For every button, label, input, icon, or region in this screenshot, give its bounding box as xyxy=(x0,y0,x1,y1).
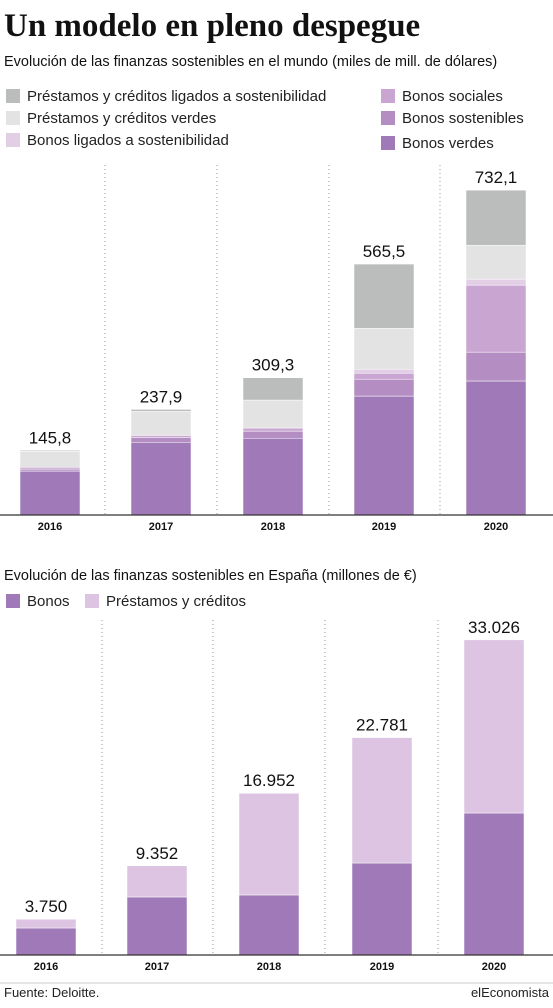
bar-segment xyxy=(353,372,415,380)
bar-segment xyxy=(19,450,81,452)
x-tick-label: 2016 xyxy=(38,521,62,533)
bar-segment xyxy=(130,409,192,412)
legend-swatch xyxy=(6,594,20,608)
legend-swatch xyxy=(381,89,395,103)
legend-swatch xyxy=(6,111,20,125)
legend-label: Préstamos y créditos ligados a sostenibi… xyxy=(27,88,326,105)
x-tick-label: 2016 xyxy=(34,961,58,973)
x-tick-label: 2018 xyxy=(261,521,285,533)
total-label: 565,5 xyxy=(363,242,406,261)
chart-subtitle: Evolución de las finanzas sostenibles en… xyxy=(4,54,497,70)
total-label: 732,1 xyxy=(475,168,518,187)
total-label: 309,3 xyxy=(252,356,295,375)
total-label: 33.026 xyxy=(468,618,520,637)
total-label: 9.352 xyxy=(136,844,179,863)
bar-segment xyxy=(130,411,192,436)
bar-segment xyxy=(238,894,300,956)
source: Fuente: Deloitte. xyxy=(4,985,99,1000)
bar-segment xyxy=(353,328,415,370)
bar-segment xyxy=(353,378,415,397)
bar-segment xyxy=(351,862,413,956)
bar-segment xyxy=(351,737,413,864)
bar-segment xyxy=(126,865,188,898)
legend-label: Bonos xyxy=(27,593,70,610)
bar-segment xyxy=(15,918,77,929)
bar-segment xyxy=(19,468,81,472)
bar-segment xyxy=(126,896,188,956)
bar-segment xyxy=(465,284,527,353)
legend-swatch xyxy=(6,133,20,147)
bar-segment xyxy=(465,189,527,246)
x-tick-label: 2018 xyxy=(257,961,281,973)
total-label: 237,9 xyxy=(140,387,183,406)
legend-label: Bonos sociales xyxy=(402,88,503,105)
bar-segment xyxy=(465,351,527,382)
total-label: 145,8 xyxy=(29,428,72,447)
legend-label: Bonos ligados a sostenibilidad xyxy=(27,132,229,149)
bar-segment xyxy=(463,639,525,814)
x-tick-label: 2020 xyxy=(484,521,508,533)
total-label: 22.781 xyxy=(356,716,408,735)
bar-segment xyxy=(465,278,527,286)
legend-label: Bonos verdes xyxy=(402,135,494,152)
bar-segment xyxy=(465,380,527,516)
legend-swatch xyxy=(85,594,99,608)
bar-segment xyxy=(15,927,77,956)
total-label: 3.750 xyxy=(25,897,68,916)
bar-segment xyxy=(353,368,415,374)
total-label: 16.952 xyxy=(243,771,295,790)
legend-label: Préstamos y créditos verdes xyxy=(27,110,216,127)
bar-segment xyxy=(130,435,192,438)
x-tick-label: 2020 xyxy=(482,961,506,973)
legend-swatch xyxy=(381,136,395,150)
bar-segment xyxy=(242,427,304,432)
legend-swatch xyxy=(6,89,20,103)
bar-segment xyxy=(242,430,304,439)
bar-segment xyxy=(19,470,81,516)
bar-segment xyxy=(238,792,300,896)
bar-segment xyxy=(130,437,192,443)
legend-label: Préstamos y créditos xyxy=(106,593,246,610)
x-tick-label: 2017 xyxy=(149,521,173,533)
bar-segment xyxy=(463,812,525,956)
page-title: Un modelo en pleno despegue xyxy=(4,8,420,44)
bar-segment xyxy=(353,395,415,516)
bar-segment xyxy=(19,467,81,470)
bar-segment xyxy=(242,437,304,516)
chart-subtitle: Evolución de las finanzas sostenibles en… xyxy=(4,568,417,584)
bar-segment xyxy=(130,442,192,516)
bar-segment xyxy=(353,263,415,329)
bar-segment xyxy=(242,399,304,429)
bar-segment xyxy=(242,377,304,401)
x-tick-label: 2019 xyxy=(370,961,394,973)
brand: elEconomista xyxy=(471,985,550,1000)
legend-label: Bonos sostenibles xyxy=(402,110,524,127)
x-tick-label: 2019 xyxy=(372,521,396,533)
bar-segment xyxy=(465,244,527,280)
x-tick-label: 2017 xyxy=(145,961,169,973)
legend-swatch xyxy=(381,111,395,125)
bar-segment xyxy=(19,451,81,468)
